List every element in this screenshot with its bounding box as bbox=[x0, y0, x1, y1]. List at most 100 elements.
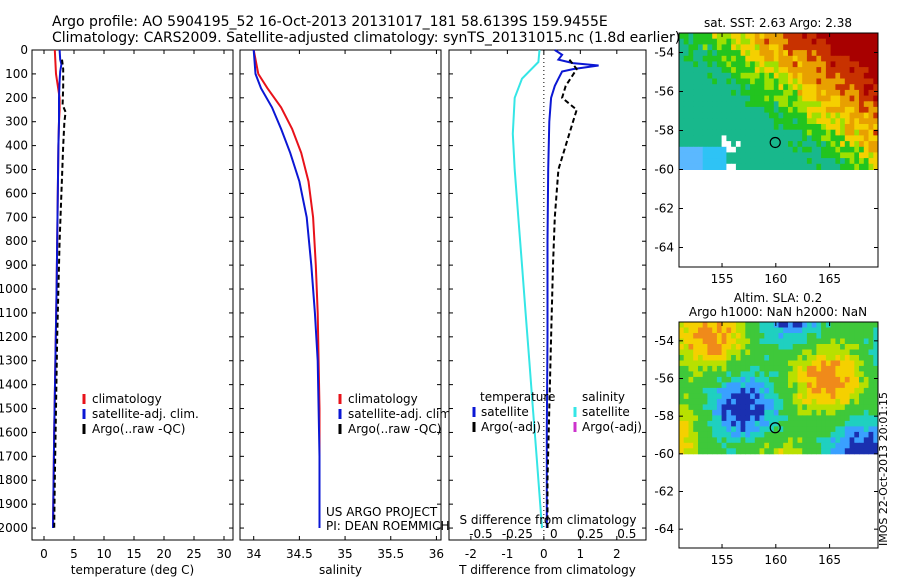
sst-map-cell bbox=[792, 141, 798, 148]
sst-map-cell bbox=[825, 129, 832, 136]
sst-map-cell bbox=[835, 67, 841, 74]
sla-map-cell bbox=[773, 387, 779, 394]
sla-map-cell bbox=[821, 382, 827, 389]
sla-map-cell bbox=[844, 442, 850, 449]
sla-map-cell bbox=[683, 448, 689, 455]
sst-map-cell bbox=[825, 78, 832, 85]
sst-map-cell bbox=[726, 141, 732, 148]
sla-map-cell bbox=[821, 387, 827, 394]
sst-map-cell bbox=[863, 124, 869, 131]
sla-map-cell bbox=[773, 360, 779, 367]
sst-map-cell bbox=[698, 78, 704, 85]
sla-map-cell bbox=[740, 338, 746, 345]
sst-map-cell bbox=[688, 55, 694, 62]
difference-series-line bbox=[545, 49, 599, 528]
sst-map-cell bbox=[821, 129, 827, 136]
sst-map-cell bbox=[745, 61, 751, 68]
sla-map-cell bbox=[735, 365, 742, 372]
legend-label: Argo(..raw -QC) bbox=[348, 422, 441, 436]
sla-map-cell bbox=[802, 344, 808, 350]
sst-map-cell bbox=[788, 72, 794, 79]
sla-map-cell bbox=[806, 371, 813, 378]
sla-map-cell bbox=[792, 398, 798, 405]
sla-map-cell bbox=[873, 398, 879, 405]
sla-map-cell bbox=[778, 415, 784, 422]
sst-map-cell bbox=[830, 118, 836, 125]
sla-map-cell bbox=[693, 322, 699, 328]
sla-map-cell bbox=[868, 420, 874, 427]
sla-map-cell bbox=[731, 431, 737, 438]
sla-map-cell bbox=[825, 349, 832, 356]
sla-map-cell bbox=[726, 415, 732, 422]
sst-map-cell bbox=[759, 84, 765, 91]
sst-map-cell bbox=[679, 89, 685, 97]
sst-map-cell bbox=[844, 38, 850, 45]
sla-map-cell bbox=[735, 382, 742, 389]
sst-map-cell bbox=[821, 101, 827, 108]
sst-map-cell bbox=[773, 38, 779, 45]
sst-map-cell bbox=[806, 129, 813, 136]
sst-map-cell bbox=[863, 95, 869, 102]
sst-map-cell bbox=[693, 141, 699, 148]
sla-map-cell bbox=[806, 344, 813, 350]
sst-map-cell bbox=[816, 106, 822, 114]
sst-map-cell bbox=[726, 44, 732, 51]
sla-map-cell bbox=[679, 333, 685, 339]
sla-map-cell bbox=[797, 371, 803, 378]
sst-map-cell bbox=[821, 61, 827, 68]
sst-map-cell bbox=[854, 152, 860, 159]
sst-map-cell bbox=[773, 129, 779, 136]
sst-map-cell bbox=[792, 106, 798, 114]
sla-map-cell bbox=[830, 327, 836, 334]
sst-map-cell bbox=[778, 163, 784, 170]
sla-map-cell bbox=[778, 387, 784, 394]
sla-map-cell bbox=[849, 365, 855, 372]
sla-map-cell bbox=[702, 344, 708, 350]
sla-map-cell bbox=[816, 420, 822, 427]
sst-map-cell bbox=[802, 50, 808, 57]
sst-map-cell bbox=[868, 72, 874, 79]
sla-map-cell bbox=[797, 420, 803, 427]
sla-map-cell bbox=[693, 415, 699, 422]
sst-map-cell bbox=[759, 78, 765, 85]
sla-map-cell bbox=[679, 376, 685, 383]
sst-map-cell bbox=[688, 78, 694, 85]
sla-map-cell bbox=[802, 333, 808, 339]
sla-map-cell bbox=[778, 349, 784, 356]
sla-map-cell bbox=[811, 387, 817, 394]
sla-map-cell bbox=[754, 327, 760, 334]
sst-map-cell bbox=[788, 84, 794, 91]
sst-map-cell bbox=[759, 38, 765, 45]
sla-map-cell bbox=[750, 404, 756, 411]
sst-map-cell bbox=[683, 118, 689, 125]
sst-map-cell bbox=[754, 124, 760, 131]
sla-map-cell bbox=[844, 398, 850, 405]
sla-map-cell bbox=[849, 393, 855, 400]
sla-map-cell bbox=[859, 382, 865, 389]
sla-map-cell bbox=[868, 344, 874, 350]
sla-map-cell bbox=[788, 338, 794, 345]
sla-map-cell bbox=[731, 327, 737, 334]
sla-map-cell bbox=[769, 415, 775, 422]
sla-map-cell bbox=[683, 365, 689, 372]
sla-map-cell bbox=[863, 360, 869, 367]
sla-map-cell bbox=[707, 415, 713, 422]
sst-map-cell bbox=[811, 44, 817, 51]
sst-map-cell bbox=[835, 106, 841, 114]
sla-map-cell bbox=[745, 387, 751, 394]
temperature-ytick-label: 900 bbox=[5, 258, 28, 272]
sst-map-cell bbox=[750, 78, 756, 85]
sla-map-cell bbox=[712, 355, 718, 361]
sla-map-cell bbox=[873, 355, 879, 361]
sst-map-cell bbox=[745, 72, 751, 79]
sla-map-cell bbox=[816, 431, 822, 438]
sst-map-cell bbox=[778, 38, 784, 45]
sla-map-cell bbox=[679, 327, 685, 334]
sst-map-cell bbox=[716, 61, 723, 68]
sla-map-cell bbox=[759, 442, 765, 449]
sla-map-cell bbox=[821, 415, 827, 422]
sla-map-cell bbox=[731, 437, 737, 444]
sla-map-cell bbox=[698, 409, 704, 416]
sst-map-cell bbox=[769, 50, 775, 57]
sla-map-cell bbox=[683, 382, 689, 389]
